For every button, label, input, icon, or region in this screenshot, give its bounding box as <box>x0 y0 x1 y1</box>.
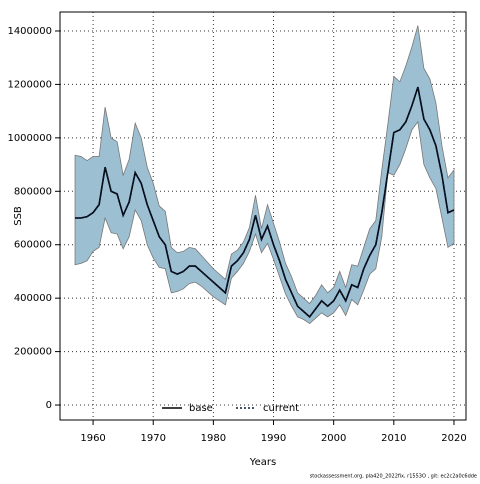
y-tick-label: 400000 <box>14 293 52 304</box>
x-tick-label: 2020 <box>441 433 466 444</box>
x-axis-label: Years <box>249 457 276 468</box>
legend-label: current <box>263 403 299 414</box>
plot-frame <box>59 11 467 421</box>
y-tick-label: 0 <box>46 400 52 411</box>
x-tick-label: 1980 <box>201 433 226 444</box>
y-tick-label: 1400000 <box>7 26 52 37</box>
y-tick-label: 600000 <box>14 240 52 251</box>
y-tick-label: 1000000 <box>7 133 52 144</box>
x-tick-label: 1960 <box>80 433 105 444</box>
y-tick-label: 1200000 <box>7 79 52 90</box>
y-axis-label: SSB <box>13 206 24 226</box>
y-tick-label: 800000 <box>14 186 52 197</box>
series-line <box>75 86 455 319</box>
y-tick-label: 200000 <box>14 347 52 358</box>
legend-label: base <box>189 403 213 414</box>
confidence-band <box>74 25 455 325</box>
x-tick-label: 2000 <box>321 433 346 444</box>
footer: stockassessment.org, pla420_2022fix, r15… <box>310 474 477 480</box>
x-tick-label: 1970 <box>141 433 166 444</box>
x-tick-label: 2010 <box>381 433 406 444</box>
x-tick-label: 1990 <box>261 433 286 444</box>
